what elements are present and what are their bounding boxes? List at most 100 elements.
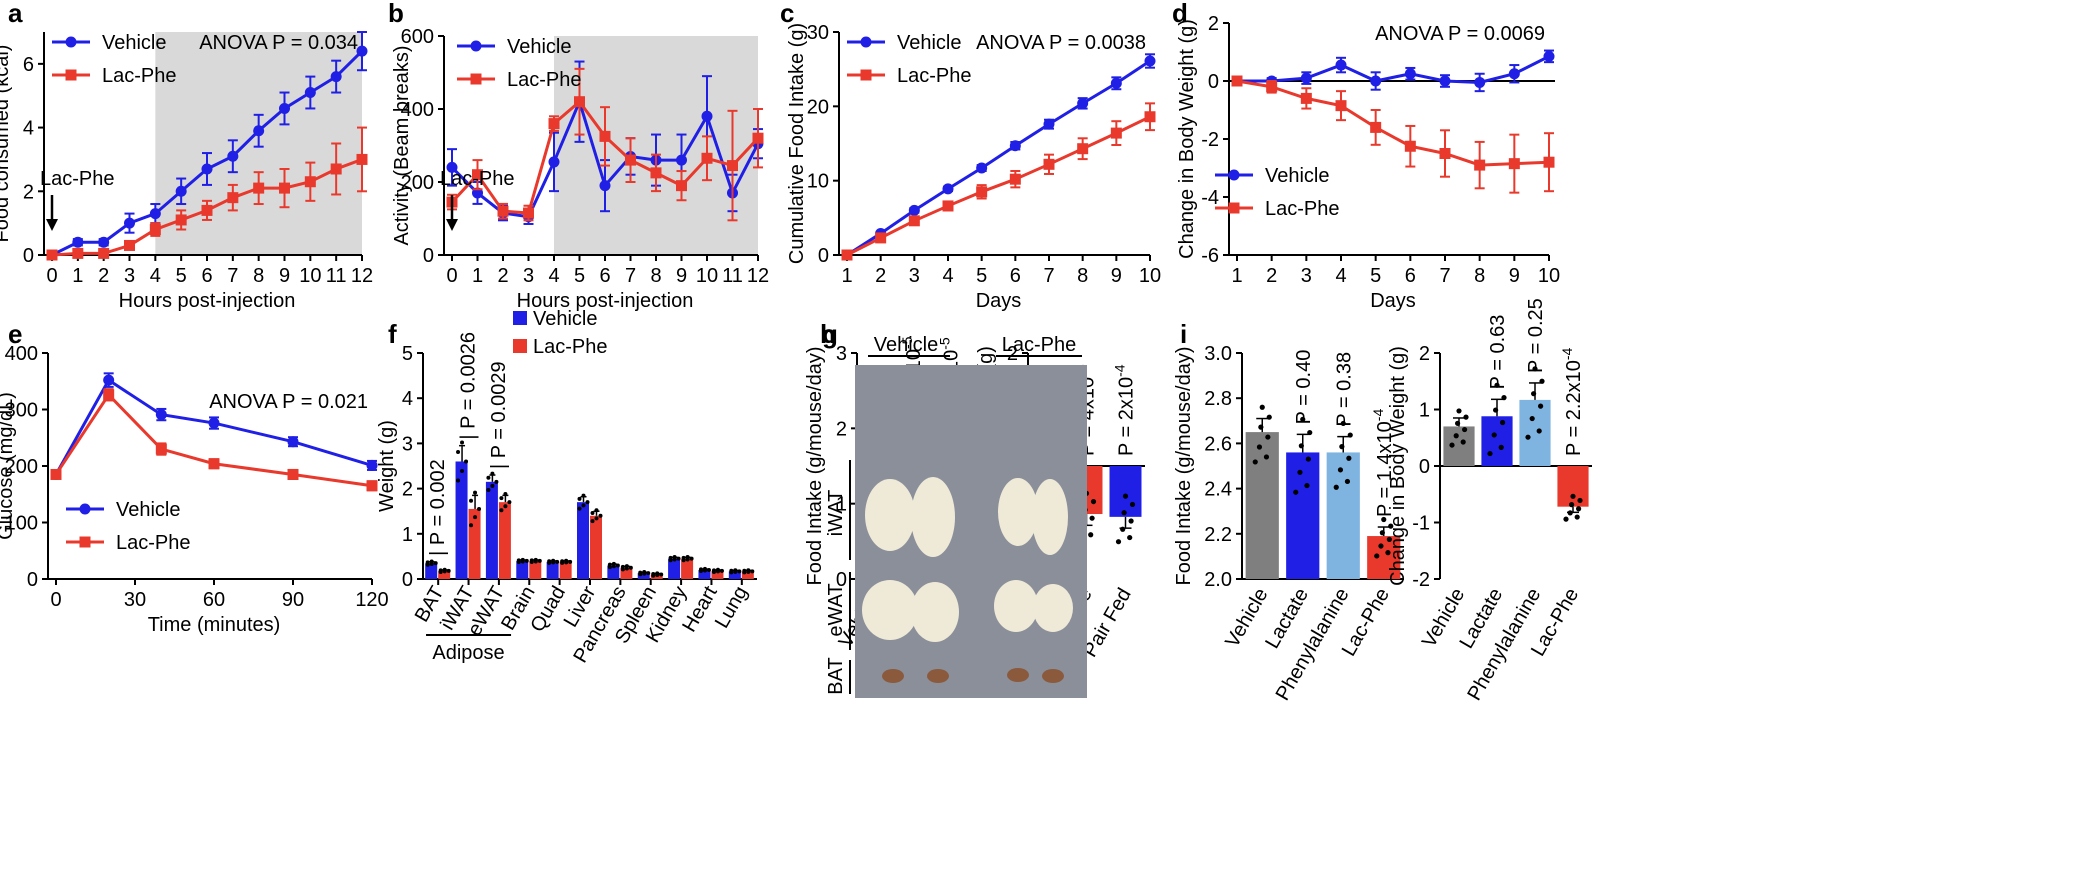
- data-dot: [1386, 536, 1392, 542]
- data-dot: [1258, 424, 1264, 430]
- y-tick-label: 2: [1419, 343, 1430, 365]
- x-tick-label: 6: [1405, 265, 1416, 287]
- data-point: [1474, 76, 1486, 88]
- x-tick-label: 9: [676, 265, 687, 287]
- data-dot: [1339, 444, 1345, 450]
- series-lac-phe: [46, 126, 368, 261]
- legend-label: Lac-Phe: [116, 532, 191, 554]
- data-dot: [651, 571, 656, 576]
- data-point: [103, 389, 115, 401]
- x-tick-label: 1: [472, 265, 483, 287]
- data-point: [497, 205, 509, 217]
- bar-lac-phe: [681, 558, 694, 579]
- y-axis-label: Glucose (mg/dL): [0, 392, 17, 540]
- legend-marker: [1228, 169, 1240, 181]
- data-point: [942, 200, 954, 212]
- data-dot: [494, 479, 499, 484]
- data-dot: [685, 555, 690, 560]
- data-point: [1144, 55, 1156, 67]
- data-dot: [1297, 469, 1303, 475]
- data-point: [548, 118, 560, 130]
- data-dot: [1256, 444, 1263, 450]
- arrow-head: [46, 219, 58, 231]
- data-dot: [1266, 414, 1272, 420]
- x-tick-label: 90: [282, 589, 304, 611]
- p-value-annotation: P = 0.63: [1487, 315, 1509, 390]
- y-tick-label: 5: [402, 343, 413, 365]
- legend-swatch: [513, 311, 527, 325]
- data-point: [98, 247, 110, 259]
- data-dot: [611, 561, 616, 566]
- data-point: [701, 152, 713, 164]
- data-point: [330, 71, 342, 83]
- data-point: [1077, 97, 1089, 109]
- y-tick-label: 3: [836, 343, 847, 365]
- y-axis-label: Cumulative Food Intake (g): [786, 23, 808, 264]
- bar-lac-phe: [498, 502, 511, 579]
- data-dot: [477, 506, 482, 511]
- data-dot: [1491, 432, 1497, 438]
- x-axis-label: Hours post-injection: [517, 290, 694, 312]
- chart-d: d -6 -4 -2 0 2 1 2 3 4 5 6 7 8 9 10 Days Change in Body W…: [1172, 0, 1560, 312]
- x-axis-label: Days: [976, 290, 1022, 312]
- data-dot: [1455, 420, 1461, 426]
- data-dot: [1127, 534, 1133, 541]
- x-tick-label: 5: [574, 265, 585, 287]
- arrow-label: Lac-Phe: [440, 168, 515, 190]
- data-dot: [681, 555, 686, 560]
- x-tick-label: 11: [722, 265, 743, 287]
- x-tick-label: 3: [1301, 265, 1312, 287]
- anova-stat: ANOVA P = 0.021: [209, 391, 368, 413]
- y-tick-label: 1: [1419, 400, 1430, 422]
- data-dot: [590, 519, 595, 524]
- y-tick-label: 2: [1007, 343, 1018, 365]
- panel-letter-b: b: [388, 0, 404, 28]
- data-dot: [499, 496, 504, 501]
- photo-row-label: BAT: [825, 657, 847, 694]
- series-lac-phe: [50, 388, 378, 492]
- bat-sample: [1007, 668, 1029, 682]
- tissue-sample: [911, 477, 955, 557]
- data-dot: [1088, 532, 1094, 538]
- bar-vehicle: [577, 502, 589, 579]
- data-point: [208, 417, 220, 429]
- photo-row-label: iWAT: [825, 490, 847, 537]
- bat-sample: [927, 669, 949, 683]
- data-point: [1370, 75, 1382, 87]
- y-tick-label: 10: [807, 171, 829, 193]
- data-dot: [1531, 391, 1537, 397]
- data-dot: [689, 556, 694, 561]
- x-tick-label: 4: [942, 265, 953, 287]
- data-dot: [1337, 467, 1344, 473]
- data-dot: [1298, 443, 1304, 449]
- data-point: [548, 156, 560, 168]
- p-value-annotation: | P = 0.0026: [458, 332, 480, 440]
- bar: [1286, 452, 1320, 579]
- data-dot: [547, 559, 552, 564]
- data-point: [1335, 59, 1347, 71]
- legend-label: Vehicle: [507, 36, 572, 58]
- data-point: [304, 87, 316, 99]
- x-axis-label: Hours post-injection: [119, 290, 296, 312]
- legend-label: Lac-Phe: [533, 336, 608, 358]
- data-point: [1370, 121, 1382, 133]
- x-tick-label: 9: [1509, 265, 1520, 287]
- x-tick-label: 6: [201, 265, 212, 287]
- x-tick-label: 0: [46, 265, 57, 287]
- x-tick-label: 3: [124, 265, 135, 287]
- data-dot: [1307, 429, 1313, 436]
- data-point: [1266, 81, 1278, 93]
- y-axis-label: Food consumed (kcal): [0, 45, 13, 243]
- bar: [1519, 399, 1551, 466]
- data-point: [366, 480, 378, 492]
- bar-lac-phe: [559, 561, 572, 579]
- chart-c: c 0 10 20 30 1 2 3 4 5 6 7 8 9 10 Days Cumulative Food I…: [780, 0, 1161, 312]
- bar-lac-phe: [438, 570, 451, 579]
- data-dot: [655, 571, 660, 576]
- data-dot: [1122, 493, 1129, 499]
- legend-label: Vehicle: [1265, 165, 1330, 187]
- x-axis-label: Time (minutes): [148, 614, 281, 636]
- bar: [1245, 432, 1279, 579]
- x-tick-label: 11: [326, 265, 347, 287]
